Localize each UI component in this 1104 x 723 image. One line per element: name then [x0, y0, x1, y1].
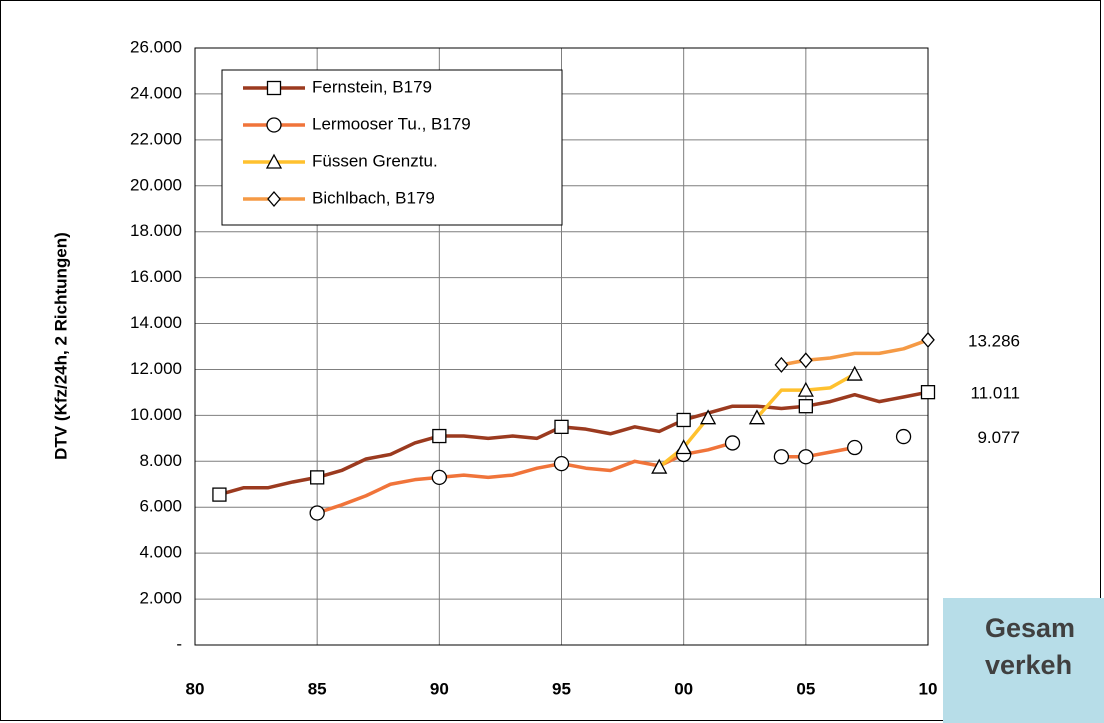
marker [774, 356, 789, 373]
legend-marker [267, 191, 281, 207]
y-tick-label: 10.000 [130, 405, 182, 424]
legend-marker [265, 153, 283, 169]
y-tick-label: 14.000 [130, 313, 182, 332]
marker [309, 505, 325, 521]
x-tick-label: 85 [308, 679, 327, 698]
y-tick-label: 22.000 [130, 129, 182, 148]
y-tick-label: - [176, 634, 182, 653]
value-label: 11.011 [971, 384, 1020, 403]
legend-label: Bichlbach, B179 [312, 188, 435, 207]
marker [798, 352, 813, 369]
y-tick-label: 8.000 [139, 451, 182, 470]
y-tick-label: 18.000 [130, 221, 182, 240]
y-tick-label: 16.000 [130, 267, 182, 286]
x-tick-label: 95 [552, 679, 571, 698]
annotation: verkeh [985, 650, 1072, 680]
marker [675, 439, 692, 455]
annotation: Gesam [985, 613, 1075, 643]
marker [700, 409, 717, 425]
legend-label: Lermooser Tu., B179 [312, 114, 471, 133]
marker [432, 428, 447, 444]
y-tick-label: 24.000 [130, 83, 182, 102]
y-tick-label: 2.000 [139, 589, 182, 608]
y-tick-label: 4.000 [139, 543, 182, 562]
marker [773, 449, 790, 465]
marker [724, 435, 741, 451]
marker [798, 449, 814, 465]
marker [554, 419, 569, 435]
x-tick-label: 10 [919, 679, 938, 698]
value-label: 13.286 [968, 331, 1020, 350]
marker [553, 455, 570, 472]
x-tick-label: 00 [674, 679, 693, 698]
y-axis-title: DTV (Kfz/24h, 2 Richtungen) [51, 232, 70, 460]
x-tick-label: 90 [430, 679, 449, 698]
marker [847, 439, 863, 456]
legend-label: Füssen Grenztu. [312, 151, 438, 170]
marker [431, 469, 447, 486]
marker [797, 381, 814, 397]
marker [676, 412, 691, 428]
marker [846, 365, 863, 381]
marker [748, 409, 766, 425]
marker [798, 399, 813, 414]
marker [651, 458, 668, 474]
marker [895, 428, 912, 445]
legend-marker [266, 117, 282, 133]
marker [212, 487, 227, 502]
marker [310, 470, 325, 485]
marker [921, 331, 935, 348]
y-tick-label: 6.000 [139, 497, 182, 516]
value-label: 9.077 [977, 428, 1020, 447]
marker [920, 385, 936, 400]
x-tick-label: 05 [796, 679, 815, 698]
x-tick-label: 80 [186, 679, 205, 698]
y-tick-label: 26.000 [130, 37, 182, 56]
y-tick-label: 20.000 [130, 175, 182, 194]
annotation-box [943, 598, 1104, 723]
legend-marker [266, 80, 282, 96]
y-tick-label: 12.000 [130, 359, 182, 378]
legend-label: Fernstein, B179 [312, 77, 432, 96]
